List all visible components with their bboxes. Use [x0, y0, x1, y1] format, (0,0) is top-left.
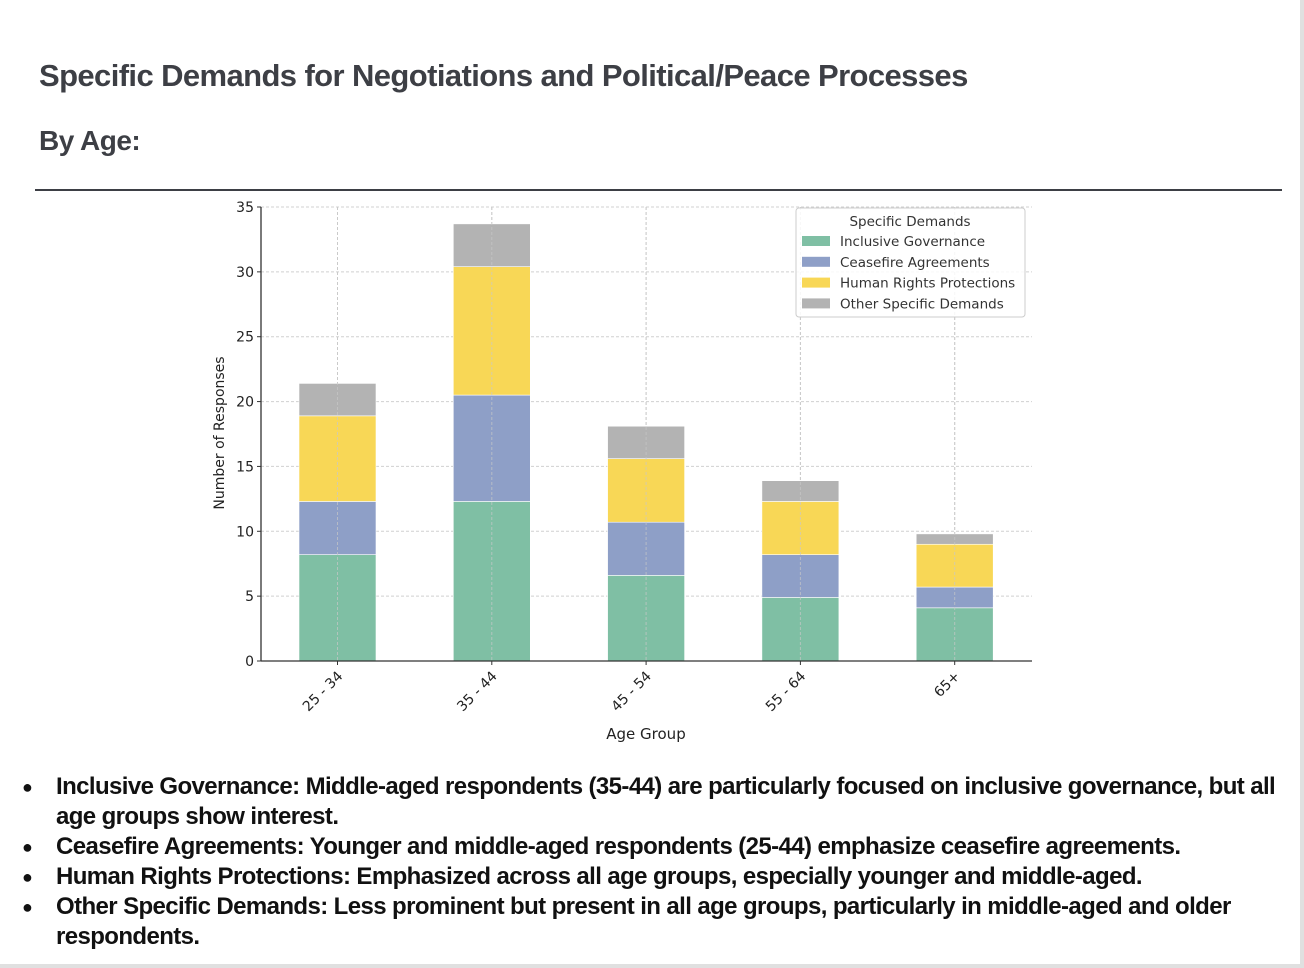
legend-label: Ceasefire Agreements [840, 255, 990, 271]
y-tick-label: 10 [236, 524, 254, 540]
legend-box [795, 207, 1026, 318]
bars [298, 207, 994, 662]
y-tick-label: 35 [236, 200, 254, 216]
note-item: Other Specific Demands: Less prominent b… [22, 892, 1296, 952]
x-tick-label: 25 - 34 [300, 668, 346, 714]
y-tick-label: 15 [236, 459, 254, 475]
legend-swatch [802, 277, 830, 288]
legend-title: Specific Demands [849, 214, 970, 230]
y-tick-label: 0 [245, 654, 254, 670]
x-tick-label: 65+ [931, 669, 963, 701]
divider [35, 189, 1282, 191]
legend-swatch [802, 298, 830, 309]
note-item: Ceasefire Agreements: Younger and middle… [22, 832, 1296, 862]
section-subtitle: By Age: [39, 125, 141, 156]
note-item: Human Rights Protections: Emphasized acr… [22, 862, 1296, 892]
bar-other-specific-demands [452, 223, 531, 267]
notes-list: Inclusive Governance: Middle-aged respon… [20, 772, 1296, 952]
bar-human-rights-protections [915, 543, 994, 588]
y-tick-labels: 0 5 10 15 20 25 30 35 [236, 200, 261, 670]
x-tick-labels: 25 - 34 35 - 44 45 - 54 55 - 64 65+ [300, 661, 964, 715]
x-tick-label: 35 - 44 [454, 668, 500, 714]
bar-human-rights-protections [452, 266, 531, 396]
page-title: Specific Demands for Negotiations and Po… [39, 58, 968, 93]
legend: Specific Demands Inclusive Governance Cea… [795, 207, 1026, 318]
legend-label: Inclusive Governance [840, 234, 985, 250]
legend-swatch [802, 236, 830, 246]
legend-label: Human Rights Protections [840, 276, 1015, 292]
bar-other-specific-demands [761, 480, 840, 502]
y-axis-label: Number of Responses [212, 356, 228, 509]
bar-ceasefire-agreements [761, 554, 840, 598]
y-tick-label: 30 [236, 265, 254, 281]
legend-label: Other Specific Demands [840, 296, 1004, 312]
x-tick-label: 55 - 64 [763, 668, 809, 714]
y-tick-label: 5 [245, 589, 254, 605]
x-tick-label: 45 - 54 [609, 668, 655, 714]
y-tick-label: 25 [236, 330, 254, 346]
legend-swatch [802, 256, 830, 267]
x-axis-label: Age Group [606, 725, 685, 743]
stacked-bar-chart: 0 5 10 15 20 25 30 35 25 - 34 35 - 44 45 - 54 55 -… [212, 200, 1032, 743]
note-item: Inclusive Governance: Middle-aged respon… [22, 772, 1296, 832]
y-tick-label: 20 [236, 395, 254, 411]
